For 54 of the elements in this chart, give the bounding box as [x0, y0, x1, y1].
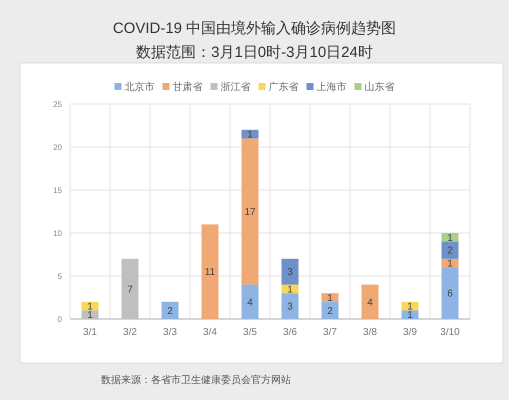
bar — [202, 224, 218, 319]
data-label: 1 — [247, 130, 254, 141]
data-label: 2 — [447, 246, 454, 257]
x-tick-label: 3/9 — [403, 327, 418, 338]
data-label: 11 — [204, 267, 216, 278]
y-tick-label: 10 — [53, 229, 63, 238]
legend-label: 甘肃省 — [172, 81, 202, 93]
y-tick-label: 25 — [53, 100, 63, 109]
legend-label: 上海市 — [316, 81, 346, 93]
y-tick-label: 0 — [58, 315, 63, 324]
bar — [362, 284, 378, 319]
data-label: 3 — [287, 302, 294, 313]
data-label: 17 — [244, 207, 256, 218]
bar — [442, 267, 458, 319]
bar — [322, 302, 338, 319]
data-label: 4 — [367, 297, 374, 308]
x-tick-label: 3/2 — [123, 327, 138, 338]
data-label: 1 — [407, 310, 414, 322]
data-label: 1 — [447, 232, 454, 244]
bar — [282, 293, 298, 319]
legend-label: 广东省 — [268, 81, 298, 93]
data-label: 2 — [167, 306, 174, 317]
data-label: 4 — [247, 297, 254, 308]
data-label: 2 — [327, 306, 334, 317]
data-label: 7 — [127, 284, 134, 296]
legend-label: 浙江省 — [220, 81, 250, 93]
legend-label: 北京市 — [124, 81, 154, 93]
x-tick-label: 3/5 — [243, 327, 258, 338]
bar — [282, 258, 298, 285]
data-label: 1 — [327, 293, 334, 304]
bar — [242, 284, 258, 319]
x-tick-label: 3/7 — [323, 327, 338, 338]
chart-title: COVID-19 中国由境外输入确诊病例趋势图 — [112, 20, 396, 37]
x-tick-label: 3/1 — [83, 327, 98, 338]
data-label: 3 — [287, 267, 294, 278]
chart-subtitle: 数据范围：3月1日0时-3月10日24时 — [136, 44, 373, 61]
x-tick-label: 3/10 — [440, 327, 460, 338]
data-label: 1 — [287, 284, 294, 296]
bar — [322, 293, 338, 302]
bar — [162, 302, 178, 319]
y-tick-label: 15 — [53, 186, 63, 195]
bar — [242, 138, 258, 285]
x-tick-label: 3/8 — [363, 327, 378, 338]
data-label: 1 — [447, 258, 454, 270]
y-tick-label: 20 — [53, 143, 63, 152]
x-tick-label: 3/4 — [203, 327, 218, 338]
source-note: 数据来源：各省市卫生健康委员会官方网站 — [101, 374, 291, 386]
x-tick-label: 3/3 — [163, 327, 178, 338]
data-label: 6 — [447, 288, 454, 300]
x-tick-label: 3/6 — [283, 327, 298, 338]
y-tick-label: 5 — [58, 272, 63, 281]
legend-label: 山东省 — [364, 81, 394, 93]
data-label: 1 — [87, 310, 94, 322]
bar — [442, 242, 458, 259]
